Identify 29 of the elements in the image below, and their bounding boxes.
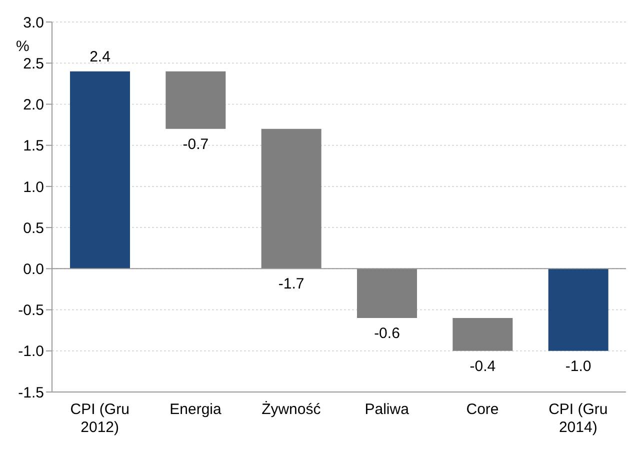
x-tick-label: CPI (Gru 2014) (548, 401, 608, 436)
x-tick-label: Żywność (262, 400, 322, 418)
bar (357, 268, 417, 318)
data-label: -0.4 (470, 358, 496, 375)
data-label: -1.0 (565, 358, 592, 375)
y-tick-label: -1.5 (18, 384, 44, 402)
bar (70, 71, 130, 269)
y-tick-label: -1.0 (18, 343, 44, 360)
y-tick-label: 1.5 (23, 138, 44, 155)
x-tick-label: Energia (170, 401, 222, 418)
x-tick-label: Core (466, 401, 499, 418)
y-axis-title: % (16, 38, 30, 55)
data-label: -0.7 (182, 136, 209, 153)
y-tick-label: 2.5 (23, 55, 44, 72)
y-tick-label: 0.0 (23, 260, 44, 278)
data-label: -0.6 (374, 325, 400, 342)
y-tick-label: 2.0 (23, 96, 44, 114)
y-tick-label: 0.5 (23, 220, 44, 237)
data-label: -1.7 (278, 276, 304, 293)
data-label: 2.4 (90, 48, 110, 66)
bar (166, 71, 226, 129)
bar (261, 128, 322, 269)
x-tick-label: Paliwa (364, 401, 410, 418)
x-tick-label: CPI (Gru 2012) (70, 401, 130, 436)
y-tick-label: 1.0 (23, 178, 44, 196)
bar (452, 318, 513, 351)
y-tick-label: -0.5 (18, 302, 44, 320)
y-tick-label: 3.0 (23, 14, 44, 32)
bar (548, 268, 608, 351)
